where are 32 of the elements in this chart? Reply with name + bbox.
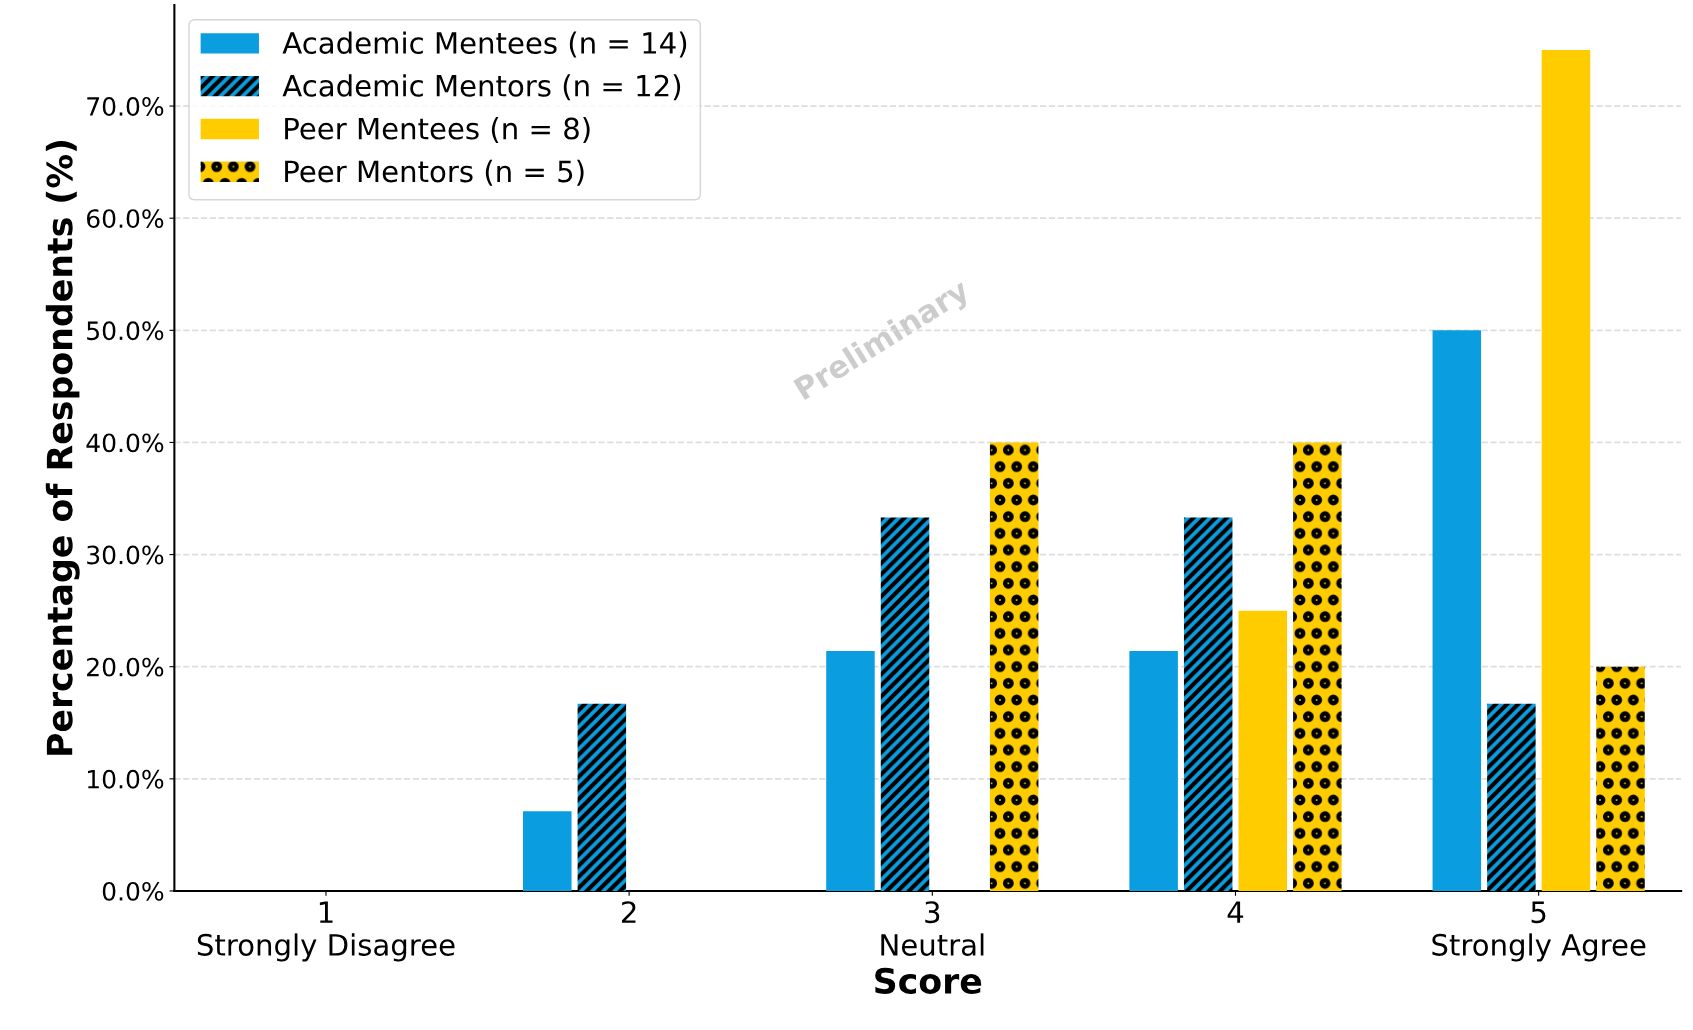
legend-label: Academic Mentors (n = 12) [282,74,681,101]
bar [523,811,572,891]
bar [1238,610,1288,891]
y-tick-label: 0.0% [102,881,164,901]
x-tick-label: 5 Strongly Agree [1432,901,1646,962]
x-axis-title: Score [875,967,982,994]
legend-label: Peer Mentors (n = 5) [285,159,584,186]
bar [1541,50,1591,891]
y-tick-label: 20.0% [87,657,164,677]
y-tick-label: 30.0% [87,545,164,565]
x-tick-label: 2 [622,901,636,923]
y-tick-label: 50.0% [87,321,164,341]
bar [1293,442,1342,891]
y-axis-title: Percentage of Respondents (%) [45,141,80,755]
bar [1183,517,1233,891]
legend-label: Academic Mentees (n = 14) [282,31,687,58]
x-tick-label: 3 Neutral [881,901,984,956]
y-tick-label: 10.0% [87,769,164,789]
bar [1129,651,1178,891]
bar [1596,666,1645,891]
bar [989,442,1039,891]
legend-label: Peer Mentees (n = 8) [285,117,590,144]
x-tick-label: 4 [1227,901,1244,923]
y-tick-label: 70.0% [87,97,164,116]
bar [577,703,627,891]
bar [826,651,875,891]
bar [1487,703,1536,891]
bar [880,517,930,891]
x-tick-label: 1 Strongly Disagree [197,901,455,962]
y-tick-label: 60.0% [86,209,164,229]
bar [1432,330,1482,891]
y-tick-label: 40.0% [86,433,164,453]
